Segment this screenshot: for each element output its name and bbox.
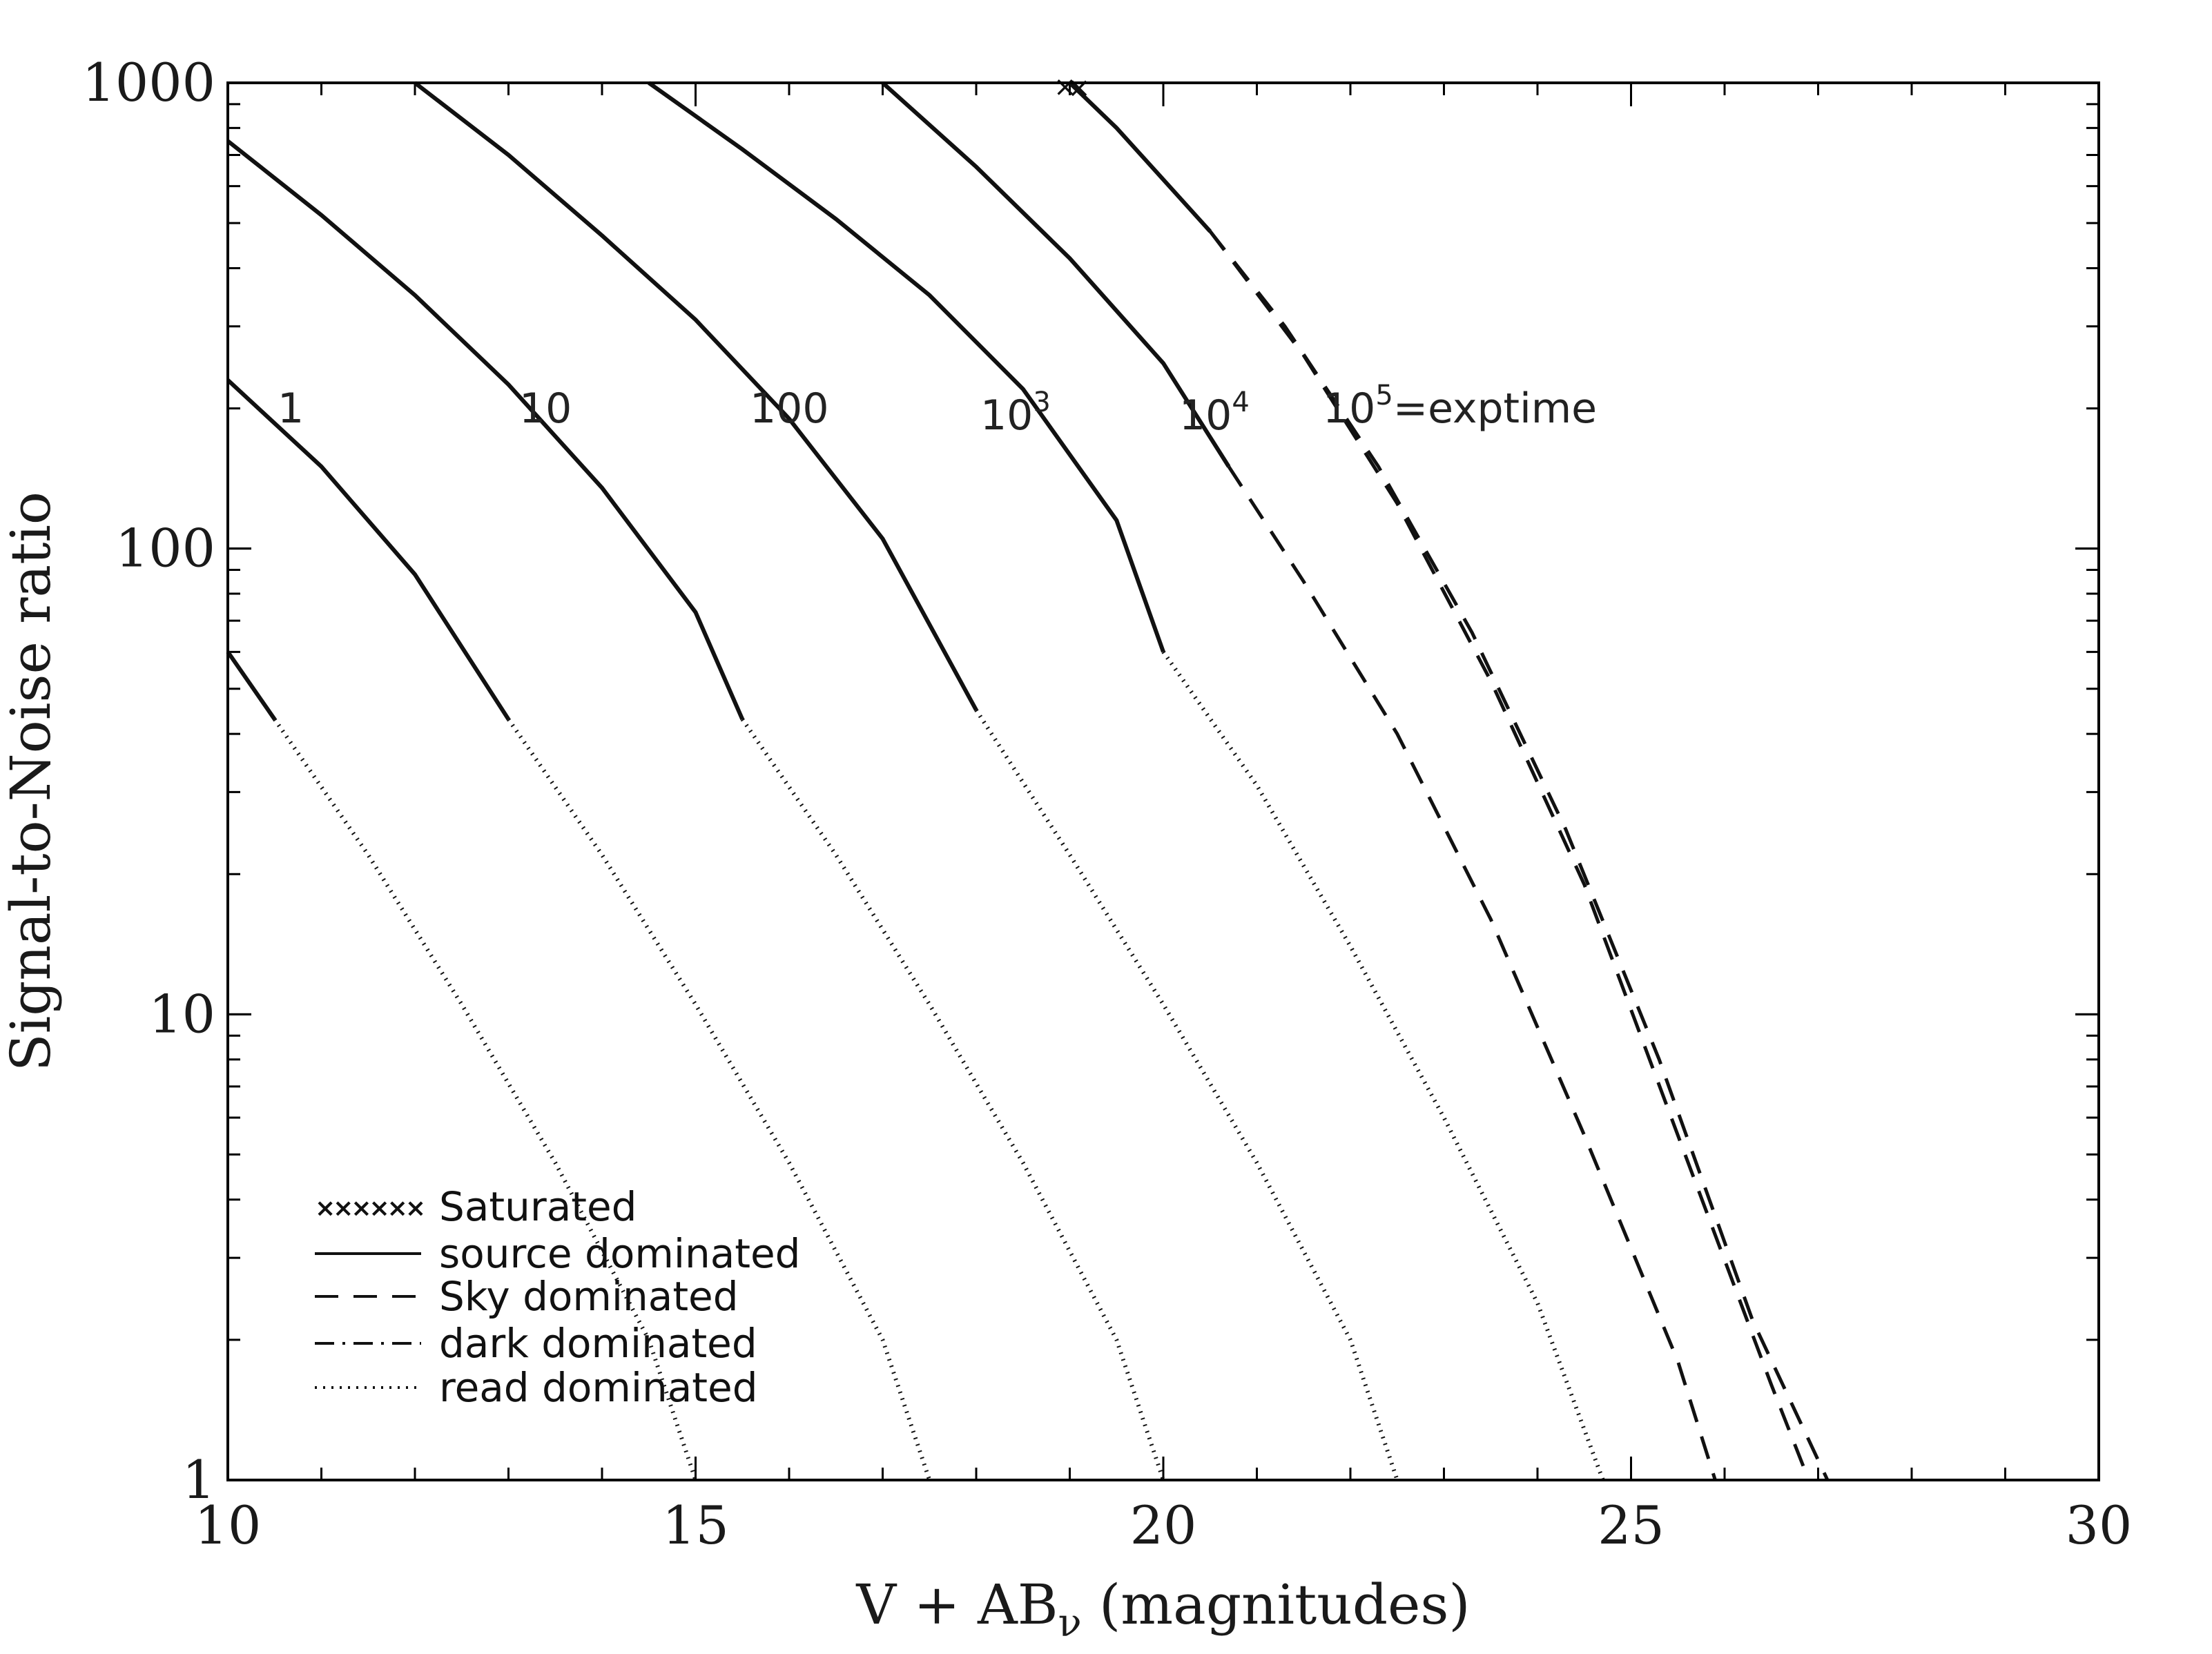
curve-segment-dotted bbox=[1161, 650, 1605, 1481]
y-tick-label: 1000 bbox=[82, 52, 215, 113]
curves: ×× bbox=[226, 71, 1830, 1481]
y-tick-label: 10 bbox=[148, 983, 215, 1044]
curve-segment-dashed bbox=[1208, 230, 1830, 1481]
curve-segment-solid bbox=[414, 81, 978, 712]
exptime-label: 104 bbox=[1179, 387, 1250, 440]
curve-segment-dashed bbox=[1227, 465, 1717, 1481]
exptime-label: 1 bbox=[278, 385, 304, 433]
y-tick-label: 100 bbox=[115, 518, 215, 579]
x-axis-title: V + ABν (magnitudes) bbox=[855, 1573, 1470, 1646]
legend-item-dotted: read dominated bbox=[315, 1364, 758, 1411]
exptime-label: 105=exptime bbox=[1323, 380, 1597, 433]
legend-label: read dominated bbox=[439, 1364, 758, 1411]
curve-segment-solid bbox=[648, 81, 1165, 653]
curve-segment-solid bbox=[226, 650, 277, 721]
x-tick-label: 20 bbox=[1130, 1495, 1197, 1556]
curve-labels: 1 10 100 103 104 105=exptime bbox=[278, 380, 1597, 440]
saturated-marker: × bbox=[1067, 72, 1091, 104]
y-tick-labels: 1 10 100 1000 bbox=[82, 52, 215, 1510]
legend-item-saturated: ×××××× Saturated bbox=[315, 1183, 637, 1230]
legend-item-solid: source dominated bbox=[315, 1230, 801, 1277]
curve-segment-solid bbox=[226, 378, 511, 721]
x-tick-label: 25 bbox=[1598, 1495, 1665, 1556]
legend-item-dashed: Sky dominated bbox=[315, 1273, 739, 1320]
saturated-marker: × bbox=[1054, 71, 1077, 103]
curve-segment-solid bbox=[1068, 81, 1212, 233]
curve-segment-dotted bbox=[974, 708, 1399, 1481]
curve-segment-solid bbox=[226, 139, 745, 721]
legend-swatch: ×××××× bbox=[315, 1194, 423, 1223]
x-tick-label: 10 bbox=[195, 1495, 262, 1556]
x-tick-label: 30 bbox=[2066, 1495, 2133, 1556]
x-tick-labels: 10 15 20 25 30 bbox=[195, 1495, 2133, 1556]
legend-label: Sky dominated bbox=[439, 1273, 739, 1320]
legend-item-dashdot: dark dominated bbox=[315, 1320, 757, 1367]
legend-label: source dominated bbox=[439, 1230, 801, 1277]
curve-segment-dashed bbox=[1208, 230, 1811, 1481]
curve-segment-dotted bbox=[740, 718, 1165, 1481]
y-axis-title: Signal-to-Noise ratio bbox=[0, 492, 63, 1071]
curve-segment-solid bbox=[881, 81, 1231, 468]
legend-label: Saturated bbox=[439, 1183, 637, 1230]
y-tick-label: 1 bbox=[182, 1449, 215, 1510]
legend-label: dark dominated bbox=[439, 1320, 757, 1367]
exptime-label: 103 bbox=[980, 387, 1051, 440]
plot-frame bbox=[226, 81, 2100, 1481]
exptime-label: 10 bbox=[519, 385, 572, 433]
exptime-label: 100 bbox=[750, 385, 829, 433]
x-tick-label: 15 bbox=[662, 1495, 729, 1556]
